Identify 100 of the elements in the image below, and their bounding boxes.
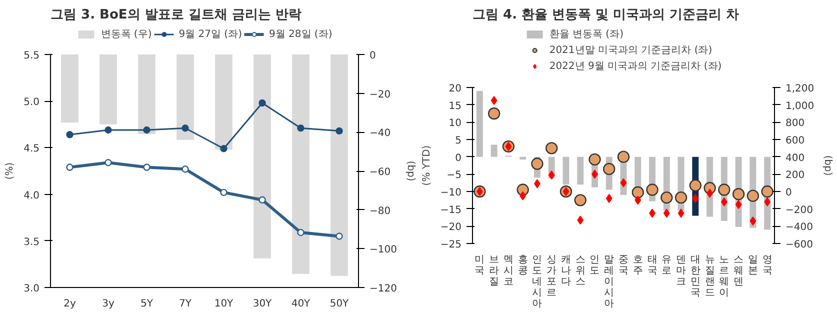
x-tick-label: 40Y [291,298,312,310]
y-tick-label: 4.5 [24,144,40,155]
x-tick-label: 호주 [632,254,643,276]
y2-axis-title: (bp) [822,155,834,176]
point [220,188,228,196]
x-tick-label: 멕시코 [503,254,514,288]
bar [476,90,483,157]
point [143,126,150,134]
x-tick-label: 50Y [330,298,350,310]
point [143,164,150,171]
legend-label: 2022년 9월 미국과의 기준금리차 (좌) [549,60,722,73]
y-tick-label: −25 [440,240,462,250]
legend-label: 변동폭 (우) [100,28,152,41]
y-tick-label: 10 [448,118,462,130]
point [678,208,684,218]
bar [577,156,584,185]
y2-tick-label: 200 [786,170,805,182]
y2-tick-label: 1,000 [786,100,814,112]
point [66,131,74,138]
y2-tick-label: 800 [786,118,805,130]
point [104,126,112,134]
point [689,179,702,192]
y2-tick-label: −60 [370,167,391,178]
y2-tick-label: 400 [786,152,805,164]
x-tick-label: 30Y [252,298,273,310]
x-tick-label: 노르웨이 [719,254,730,298]
y2-tick-label: −120 [370,284,397,294]
point [663,208,670,218]
y2-tick-label: −600 [786,240,813,250]
x-tick-label: 인도네시아 [532,254,542,310]
x-tick-label: 3y [102,298,114,310]
y2-tick-label: 1,200 [786,84,814,94]
x-tick-label: 10Y [214,298,234,310]
x-tick-label: 태국 [647,254,658,276]
y-tick-label: −5 [446,170,462,182]
y2-tick-label: −40 [370,128,391,140]
y2-tick-label: −400 [786,222,813,234]
point [490,96,498,105]
y2-tick-label: −100 [370,244,397,256]
bar [490,144,498,157]
legend-label: 환율 변동폭 (좌) [549,28,624,41]
y2-tick-label: −20 [370,89,391,100]
point [620,178,627,188]
point [588,153,601,166]
point [488,107,500,120]
y2-tick-label: −200 [786,204,813,216]
point [634,196,642,205]
point [182,166,189,173]
chart-title: 그림 4. 환율 변동폭 및 미국과의 기준금리 차 [472,8,740,22]
point [297,228,304,236]
y2-tick-label: 0 [786,188,792,198]
x-tick-label: 영국 [762,254,772,276]
point [258,196,266,204]
x-tick-label: 스위스 [575,254,586,288]
legend-label: 9월 28일 (좌) [268,28,332,41]
point [531,158,544,170]
y2-tick-label: 600 [786,136,805,146]
y-tick-label: 3.0 [24,284,40,294]
x-tick-label: 유로 [662,254,672,276]
x-tick-label: 덴마크 [676,254,686,288]
point [718,184,730,196]
legend-label: 2021년말 미국과의 기준금리차 (좌) [549,44,712,57]
y2-tick-label: 0 [370,50,376,62]
x-tick-label: 2y [64,298,76,310]
x-tick-label: 뉴질랜드 [704,254,715,298]
bar [520,156,526,160]
chart-title: 그림 3. BoE의 발표로 길트채 금리는 반락 [50,8,302,22]
x-tick-label: 일본 [748,254,758,276]
point [632,186,644,198]
y-tick-label: 20 [448,84,462,94]
point [182,124,189,132]
x-tick-label: 7Y [179,298,192,310]
point [646,184,658,196]
y-axis-title: (% YTD) [421,145,432,186]
point [577,216,584,225]
x-tick-label: 인도 [590,254,600,276]
point [746,190,760,202]
x-tick-label: 대한민국 [690,254,700,298]
point [750,216,756,226]
x-tick-label: 미국 [474,254,485,276]
point [336,232,343,240]
point [735,200,742,209]
point [761,185,774,198]
y-axis-title: (%) [4,162,16,180]
point [258,99,266,107]
x-tick-label: 홍콩 [518,254,528,276]
point [732,188,745,200]
y-tick-label: 15 [448,100,462,112]
y-tick-label: 0 [455,152,462,164]
point [66,164,74,171]
x-tick-label: 캐나다 [560,254,571,288]
legend-label: 9월 27일 (좌) [178,28,242,41]
y-tick-label: 3.5 [24,236,40,248]
x-tick-label: 싱가포르 [546,254,557,298]
y2-tick-label: −80 [370,206,391,217]
point [336,127,343,135]
point [545,142,558,154]
y-tick-label: −10 [440,188,462,198]
bar [562,156,570,185]
point [660,191,673,204]
